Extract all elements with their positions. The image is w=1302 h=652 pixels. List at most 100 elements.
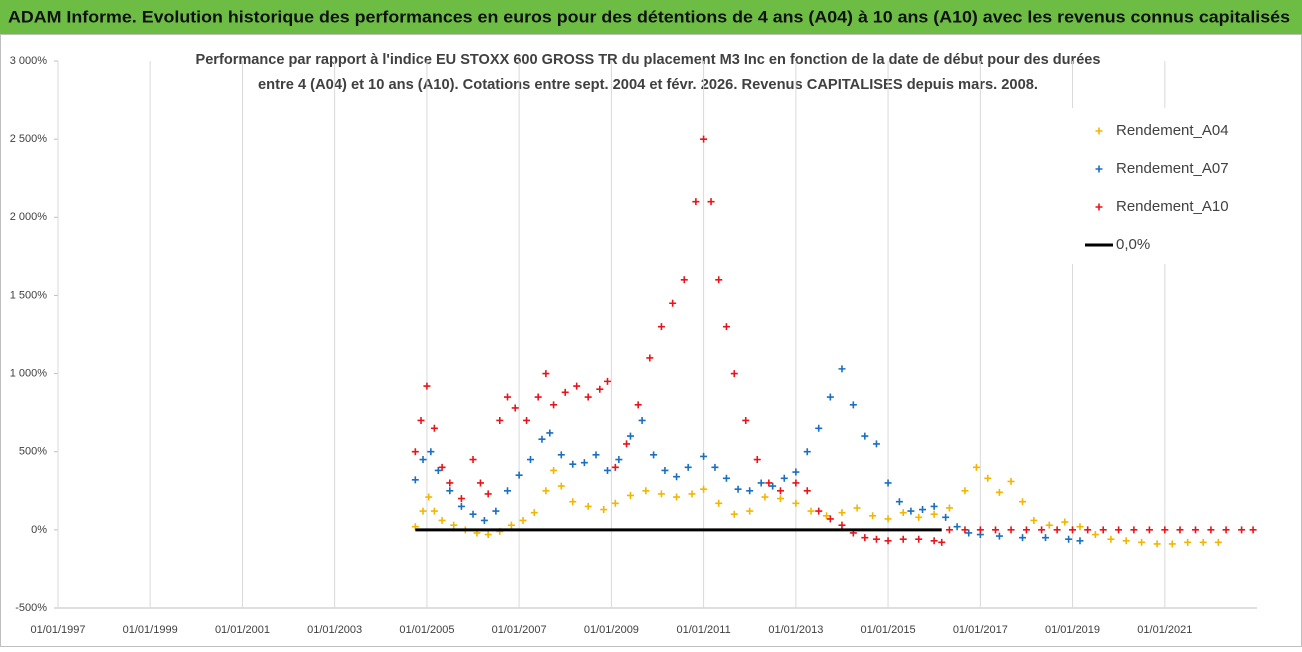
point bbox=[826, 515, 834, 523]
x-tick-label: 01/01/2013 bbox=[768, 624, 823, 636]
point bbox=[1019, 498, 1027, 506]
point bbox=[803, 448, 811, 456]
point bbox=[915, 535, 923, 543]
point bbox=[861, 432, 869, 440]
point bbox=[503, 393, 511, 401]
point bbox=[769, 482, 777, 490]
point bbox=[700, 135, 708, 143]
y-tick-label: 2 000% bbox=[10, 211, 48, 223]
point bbox=[742, 416, 750, 424]
point bbox=[1007, 477, 1015, 485]
point bbox=[765, 479, 773, 487]
point bbox=[1168, 540, 1176, 548]
point bbox=[561, 388, 569, 396]
point bbox=[984, 474, 992, 482]
point bbox=[872, 440, 880, 448]
point bbox=[596, 385, 604, 393]
point bbox=[580, 459, 588, 467]
point bbox=[569, 460, 577, 468]
point bbox=[730, 370, 738, 378]
point bbox=[707, 198, 715, 206]
point bbox=[476, 479, 484, 487]
point bbox=[430, 424, 438, 432]
point bbox=[546, 429, 554, 437]
point bbox=[792, 479, 800, 487]
point bbox=[757, 479, 765, 487]
point bbox=[976, 526, 984, 534]
point bbox=[945, 504, 953, 512]
point bbox=[1130, 526, 1138, 534]
point bbox=[688, 490, 696, 498]
point bbox=[1192, 526, 1200, 534]
point bbox=[684, 463, 692, 471]
point bbox=[425, 493, 433, 501]
point bbox=[1061, 518, 1069, 526]
point bbox=[657, 323, 665, 331]
point bbox=[807, 507, 815, 515]
legend: Rendement_A04 Rendement_A07 Rendement_A10 0… bbox=[1065, 108, 1257, 264]
x-tick-label: 01/01/1997 bbox=[30, 624, 85, 636]
x-tick-label: 01/01/2015 bbox=[861, 624, 916, 636]
legend-label: Rendement_A04 bbox=[1116, 122, 1229, 139]
point bbox=[942, 513, 950, 521]
legend-key bbox=[1095, 165, 1103, 173]
point bbox=[1053, 526, 1061, 534]
point bbox=[604, 466, 611, 474]
point bbox=[930, 510, 938, 518]
point bbox=[1076, 537, 1084, 545]
point bbox=[573, 382, 581, 390]
point bbox=[1214, 538, 1222, 546]
y-tick-label: 0% bbox=[31, 524, 47, 536]
legend-label: Rendement_A07 bbox=[1116, 160, 1229, 177]
point bbox=[734, 485, 742, 493]
point bbox=[484, 490, 492, 498]
legend-box bbox=[1065, 108, 1257, 264]
point bbox=[584, 393, 592, 401]
point bbox=[411, 448, 419, 456]
point bbox=[450, 521, 458, 529]
point bbox=[492, 507, 500, 515]
point bbox=[715, 276, 723, 284]
point bbox=[884, 479, 892, 487]
point bbox=[457, 502, 465, 510]
x-tick-label: 01/01/2019 bbox=[1045, 624, 1100, 636]
point bbox=[496, 416, 504, 424]
point bbox=[853, 504, 861, 512]
x-tick-label: 01/01/2017 bbox=[953, 624, 1008, 636]
legend-key bbox=[1095, 127, 1103, 135]
point bbox=[1138, 538, 1146, 546]
point bbox=[861, 534, 869, 542]
point bbox=[899, 535, 907, 543]
point bbox=[826, 393, 834, 401]
point bbox=[1184, 538, 1192, 546]
point bbox=[430, 507, 438, 515]
x-tick-label: 01/01/2021 bbox=[1137, 624, 1192, 636]
point bbox=[953, 523, 961, 531]
point bbox=[761, 493, 769, 501]
point bbox=[438, 463, 446, 471]
point bbox=[1115, 526, 1123, 534]
point bbox=[411, 476, 419, 484]
point bbox=[1099, 526, 1107, 534]
point bbox=[1030, 516, 1038, 524]
point bbox=[584, 502, 592, 510]
point bbox=[1042, 534, 1050, 542]
point bbox=[1084, 526, 1092, 534]
point bbox=[1019, 534, 1027, 542]
point bbox=[550, 466, 558, 474]
point bbox=[938, 538, 946, 546]
point bbox=[715, 499, 723, 507]
point bbox=[722, 323, 730, 331]
point bbox=[417, 416, 425, 424]
point bbox=[915, 513, 923, 521]
point bbox=[469, 456, 477, 464]
point bbox=[961, 526, 969, 534]
point bbox=[673, 493, 681, 501]
x-tick-label: 01/01/2011 bbox=[676, 624, 730, 636]
point bbox=[634, 401, 642, 409]
point bbox=[930, 537, 938, 545]
point bbox=[1069, 526, 1077, 534]
point bbox=[792, 468, 800, 476]
